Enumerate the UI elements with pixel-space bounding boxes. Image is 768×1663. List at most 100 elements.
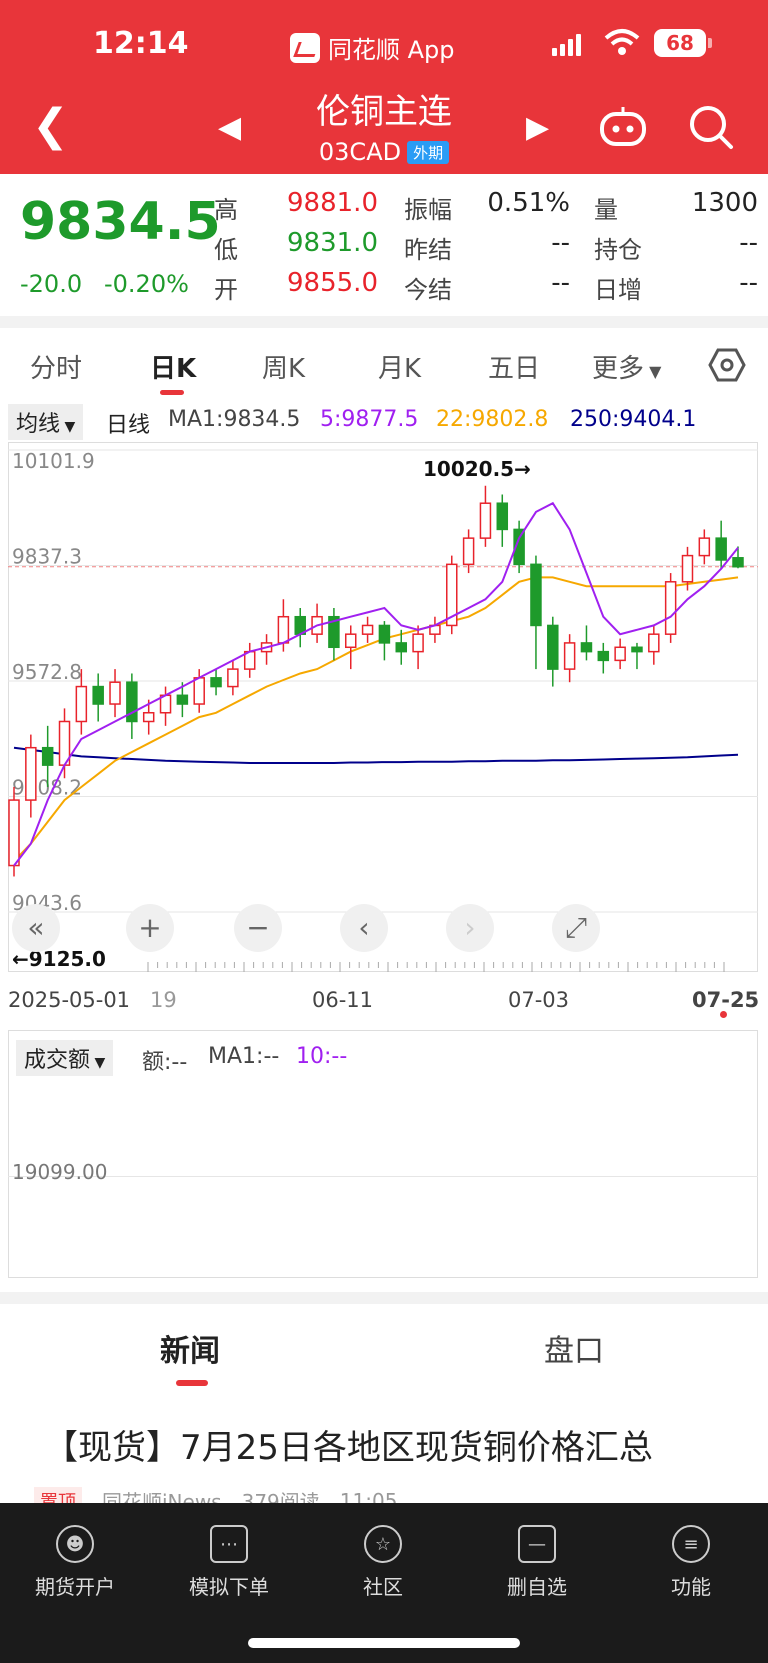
price-change-pct: -0.20% [104, 270, 189, 298]
top-header: 12:14 同花顺 App 68 ❮ ◀ 伦铜主连 03CAD 外期 ▶ [0, 0, 768, 174]
ma250-line [13, 746, 739, 764]
candle-body [715, 537, 727, 561]
zoom-in-button[interactable]: + [126, 904, 174, 952]
candle-body [277, 615, 290, 644]
date-label-start: 2025-05-01 [8, 988, 131, 1012]
zoom-out-button[interactable]: − [234, 904, 282, 952]
status-time: 12:14 [93, 26, 189, 61]
oi-change-label: 日增 [594, 276, 642, 304]
volume-panel[interactable] [8, 1030, 758, 1278]
low-value: 9831.0 [287, 228, 378, 258]
contract-code: 03CAD [318, 138, 402, 166]
ma5-line [13, 501, 739, 867]
signal-icon [552, 32, 581, 56]
battery-tip [708, 38, 712, 48]
candle-body [563, 642, 576, 670]
candle-body [344, 633, 357, 649]
tab-more[interactable]: 更多 ▼ [592, 348, 661, 385]
tab-more-label: 更多 [592, 354, 645, 384]
candle-body [142, 712, 155, 723]
tab-weekly-k[interactable]: 周K [262, 354, 306, 384]
nav-futures-account-label: 期货开户 [35, 1575, 115, 1599]
nav-functions-label: 功能 [671, 1575, 711, 1599]
tab-five-day[interactable]: 五日 [488, 354, 541, 384]
prev-settle-value: -- [551, 228, 570, 258]
nav-community[interactable]: ☆ 社区 [328, 1525, 438, 1600]
nav-functions[interactable]: ≡ 功能 [636, 1525, 746, 1600]
tab-order-book[interactable]: 盘口 [544, 1334, 604, 1369]
tab-intraday[interactable]: 分时 [30, 354, 83, 384]
candle-body [378, 624, 391, 644]
candle-body [8, 799, 20, 867]
ma22-line [13, 576, 739, 862]
scroll-right-button[interactable]: › [446, 904, 494, 952]
candle-body [462, 537, 475, 566]
back-icon[interactable]: ❮ [32, 100, 69, 151]
robot-assistant-icon[interactable] [598, 104, 648, 148]
open-label: 开 [214, 276, 238, 304]
candle-body [412, 633, 424, 653]
oi-change-value: -- [739, 268, 758, 298]
tab-news[interactable]: 新闻 [160, 1334, 220, 1369]
candle-body [92, 685, 104, 705]
candle-body [25, 746, 37, 801]
prev-contract-icon[interactable]: ◀ [218, 110, 242, 145]
volume-value: 1300 [691, 188, 758, 218]
divider [0, 1292, 768, 1304]
kline-chart[interactable]: 10101.99837.39572.89308.29043.610020.5→←… [8, 442, 758, 972]
candle-body [513, 528, 525, 566]
min-price-marker: ←9125.0 [12, 947, 106, 971]
candle-body [732, 557, 744, 568]
settle-value: -- [551, 268, 570, 298]
ma5-value: 5:9877.5 [320, 407, 419, 432]
quote-panel: 9834.5 -20.0 -0.20% 高 9881.0 低 9831.0 开 … [0, 174, 768, 314]
open-value: 9855.0 [287, 268, 378, 298]
scroll-left-fast-button[interactable]: « [12, 904, 60, 952]
search-icon[interactable] [688, 104, 734, 150]
candle-body [193, 677, 205, 705]
status-app-indicator[interactable]: 同花顺 App [290, 30, 455, 65]
ma-indicator-select[interactable]: 均线 ▼ [8, 404, 84, 440]
date-label-end: 07-25 [692, 988, 760, 1012]
volume-indicator-select[interactable]: 成交额 ▼ [16, 1040, 114, 1076]
next-contract-icon[interactable]: ▶ [526, 110, 550, 145]
scroll-left-button[interactable]: ‹ [340, 904, 388, 952]
menu-circle-icon: ≡ [672, 1525, 710, 1563]
candle-body [210, 677, 222, 688]
candle-body [41, 746, 54, 766]
candle-body [361, 624, 374, 635]
candle-body [698, 537, 711, 557]
volume-select-label: 成交额 [24, 1048, 91, 1073]
nav-community-label: 社区 [363, 1575, 403, 1599]
tab-monthly-k[interactable]: 月K [378, 354, 422, 384]
nav-futures-account[interactable]: ☻ 期货开户 [20, 1525, 130, 1600]
y-tick-label: 9572.8 [12, 660, 82, 684]
app-logo-icon [290, 32, 320, 63]
candle-body [75, 685, 88, 723]
candle-body [580, 642, 593, 653]
battery-icon: 68 [654, 29, 706, 57]
nav-sim-order[interactable]: ⋯ 模拟下单 [174, 1525, 284, 1600]
nav-remove-watchlist[interactable]: — 删自选 [482, 1525, 592, 1600]
volume-gridline [8, 1176, 758, 1177]
candle-body [496, 502, 509, 531]
open-interest-value: -- [739, 228, 758, 258]
open-interest-label: 持仓 [594, 236, 642, 264]
news-headline[interactable]: 【现货】7月25日各地区现货铜价格汇总 [44, 1428, 653, 1468]
tab-daily-k[interactable]: 日K [150, 354, 197, 384]
kline-chart-frame[interactable] [8, 442, 758, 972]
max-price-marker: 10020.5→ [423, 457, 531, 481]
settings-hexagon-icon[interactable] [708, 346, 746, 384]
candle-body [681, 554, 694, 583]
volume-tick: 19099.00 [12, 1160, 108, 1184]
active-tab-indicator [160, 390, 184, 395]
fullscreen-button[interactable]: ⤢ [552, 904, 600, 952]
candle-body [530, 563, 542, 627]
y-tick-label: 10101.9 [12, 449, 95, 473]
home-indicator [248, 1638, 520, 1648]
settle-label: 今结 [404, 276, 452, 304]
candle-body [328, 615, 340, 649]
candle-body [479, 502, 492, 539]
candle-body [547, 624, 559, 670]
candle-body [109, 681, 121, 705]
